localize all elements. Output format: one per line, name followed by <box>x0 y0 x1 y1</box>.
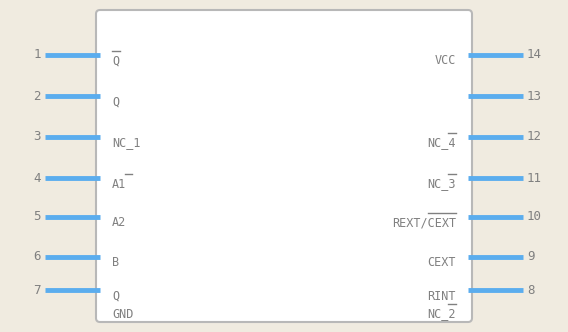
Text: NC_4: NC_4 <box>428 136 456 149</box>
Text: 10: 10 <box>527 210 542 223</box>
Text: 13: 13 <box>527 90 542 103</box>
Text: 7: 7 <box>34 284 41 296</box>
Text: 6: 6 <box>34 251 41 264</box>
Text: 14: 14 <box>527 48 542 61</box>
Text: 5: 5 <box>34 210 41 223</box>
Text: 2: 2 <box>34 90 41 103</box>
Text: VCC: VCC <box>435 54 456 67</box>
Text: A1: A1 <box>112 178 126 191</box>
Text: 12: 12 <box>527 130 542 143</box>
Text: 4: 4 <box>34 172 41 185</box>
Text: 8: 8 <box>527 284 534 296</box>
Text: B: B <box>112 257 119 270</box>
Text: 11: 11 <box>527 172 542 185</box>
Text: 1: 1 <box>34 48 41 61</box>
Text: 3: 3 <box>34 130 41 143</box>
Text: NC_3: NC_3 <box>428 178 456 191</box>
Text: REXT/CEXT: REXT/CEXT <box>392 216 456 229</box>
Text: Q: Q <box>112 54 119 67</box>
Text: Q: Q <box>112 96 119 109</box>
Text: RINT: RINT <box>428 290 456 302</box>
Text: CEXT: CEXT <box>428 257 456 270</box>
Text: A2: A2 <box>112 216 126 229</box>
FancyBboxPatch shape <box>96 10 472 322</box>
Text: Q: Q <box>112 290 119 302</box>
Text: NC_2: NC_2 <box>428 307 456 320</box>
Text: NC_1: NC_1 <box>112 136 140 149</box>
Text: GND: GND <box>112 307 133 320</box>
Text: 9: 9 <box>527 251 534 264</box>
